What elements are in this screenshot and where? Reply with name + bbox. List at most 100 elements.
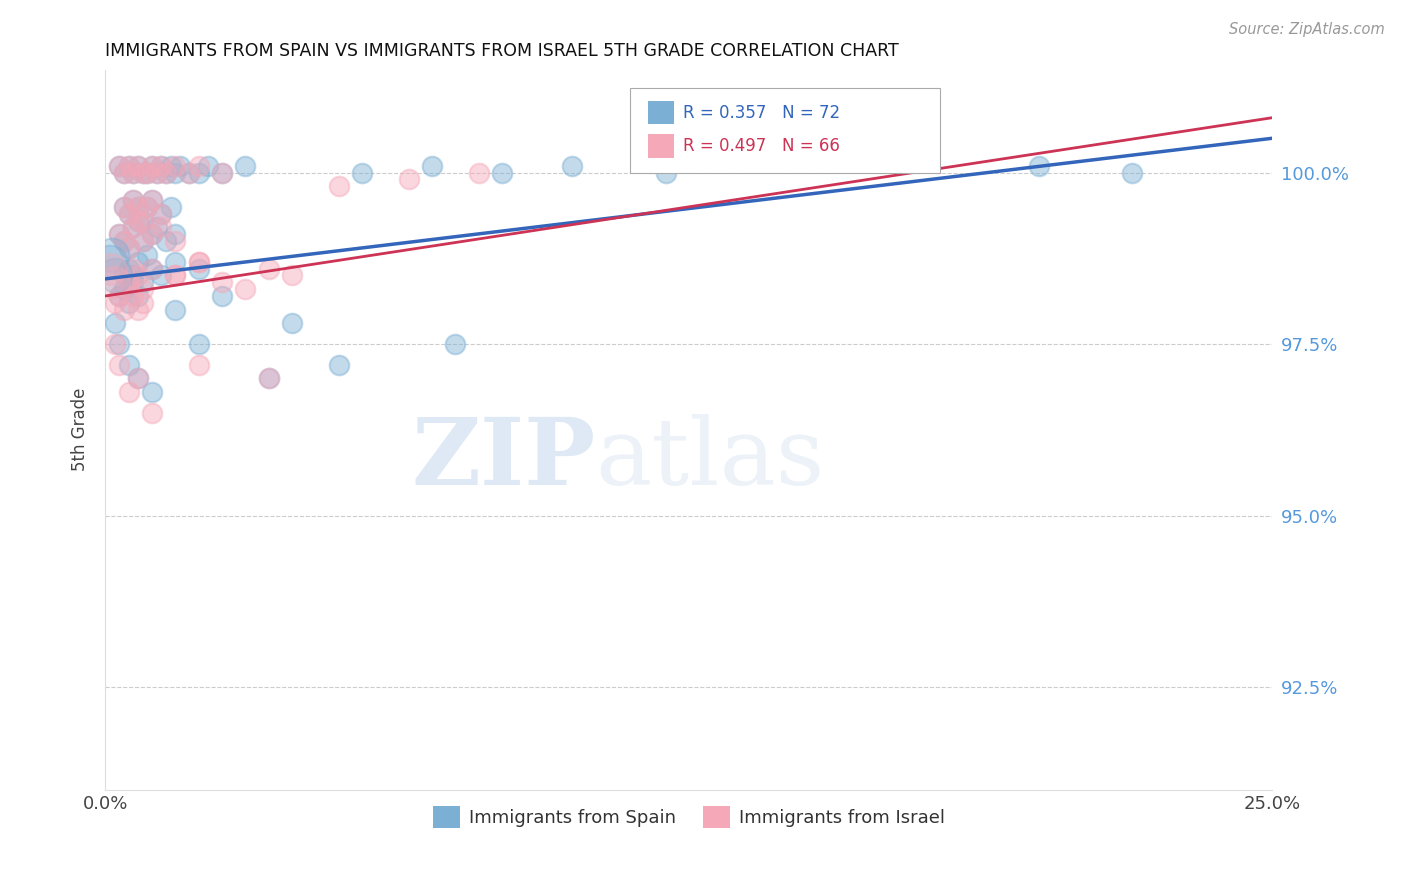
- Point: [141, 159, 163, 173]
- Point: [155, 165, 177, 179]
- Point: [444, 337, 467, 351]
- Point: [150, 159, 173, 173]
- Point: [187, 261, 209, 276]
- Point: [127, 213, 149, 227]
- Point: [165, 227, 187, 242]
- Point: [150, 207, 173, 221]
- Point: [131, 165, 153, 179]
- Point: [281, 268, 304, 283]
- Point: [117, 159, 139, 173]
- Point: [155, 234, 177, 248]
- Point: [108, 227, 131, 242]
- Point: [136, 248, 159, 262]
- Point: [654, 165, 676, 179]
- Point: [141, 406, 163, 420]
- Point: [122, 165, 145, 179]
- Point: [350, 165, 373, 179]
- Text: ZIP: ZIP: [411, 414, 596, 504]
- Point: [122, 220, 145, 235]
- Point: [127, 200, 149, 214]
- Point: [165, 268, 187, 283]
- Point: [165, 159, 187, 173]
- Point: [108, 289, 131, 303]
- Text: IMMIGRANTS FROM SPAIN VS IMMIGRANTS FROM ISRAEL 5TH GRADE CORRELATION CHART: IMMIGRANTS FROM SPAIN VS IMMIGRANTS FROM…: [105, 42, 898, 60]
- Point: [150, 268, 173, 283]
- Text: R = 0.497   N = 66: R = 0.497 N = 66: [683, 137, 839, 155]
- Point: [108, 227, 131, 242]
- Point: [122, 165, 145, 179]
- Point: [112, 268, 135, 283]
- Point: [165, 254, 187, 268]
- Point: [257, 261, 280, 276]
- Point: [108, 289, 131, 303]
- Point: [141, 227, 163, 242]
- Point: [103, 317, 125, 331]
- Legend: Immigrants from Spain, Immigrants from Israel: Immigrants from Spain, Immigrants from I…: [426, 798, 952, 835]
- Point: [150, 207, 173, 221]
- Point: [131, 165, 153, 179]
- Point: [101, 248, 124, 262]
- Point: [145, 220, 167, 235]
- Point: [127, 213, 149, 227]
- Point: [131, 234, 153, 248]
- Point: [98, 254, 121, 268]
- Point: [145, 165, 167, 179]
- Point: [108, 358, 131, 372]
- Point: [112, 165, 135, 179]
- Bar: [648, 102, 673, 124]
- Point: [117, 296, 139, 310]
- Point: [117, 358, 139, 372]
- Point: [141, 159, 163, 173]
- Point: [211, 165, 233, 179]
- Point: [211, 165, 233, 179]
- Point: [127, 159, 149, 173]
- Point: [103, 268, 125, 283]
- Point: [122, 193, 145, 207]
- Point: [159, 200, 181, 214]
- Point: [328, 179, 350, 194]
- Point: [141, 193, 163, 207]
- Point: [165, 165, 187, 179]
- Point: [122, 268, 145, 283]
- Point: [150, 220, 173, 235]
- Point: [145, 165, 167, 179]
- Point: [117, 385, 139, 400]
- Point: [117, 207, 139, 221]
- Point: [136, 165, 159, 179]
- Point: [108, 337, 131, 351]
- Point: [187, 358, 209, 372]
- Point: [165, 302, 187, 317]
- Point: [127, 302, 149, 317]
- Point: [127, 268, 149, 283]
- Point: [141, 261, 163, 276]
- Point: [127, 200, 149, 214]
- Point: [141, 227, 163, 242]
- Point: [117, 159, 139, 173]
- FancyBboxPatch shape: [630, 87, 939, 173]
- Point: [281, 317, 304, 331]
- Point: [122, 289, 145, 303]
- Point: [122, 261, 145, 276]
- Point: [108, 159, 131, 173]
- Point: [112, 165, 135, 179]
- Point: [112, 302, 135, 317]
- Point: [127, 371, 149, 385]
- Point: [117, 241, 139, 255]
- Point: [233, 282, 256, 296]
- Point: [131, 213, 153, 227]
- Point: [112, 200, 135, 214]
- Point: [1121, 165, 1143, 179]
- Point: [117, 275, 139, 289]
- Point: [141, 385, 163, 400]
- Point: [150, 159, 173, 173]
- Point: [257, 371, 280, 385]
- Point: [103, 275, 125, 289]
- Point: [112, 234, 135, 248]
- Point: [122, 193, 145, 207]
- Point: [131, 282, 153, 296]
- Point: [491, 165, 513, 179]
- Point: [131, 275, 153, 289]
- Point: [165, 234, 187, 248]
- Bar: [648, 135, 673, 158]
- Text: Source: ZipAtlas.com: Source: ZipAtlas.com: [1229, 22, 1385, 37]
